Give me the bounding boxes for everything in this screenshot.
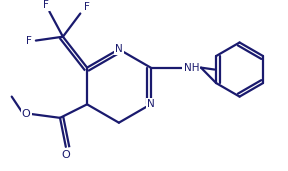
Text: F: F	[26, 36, 32, 45]
Text: N: N	[115, 44, 123, 54]
Text: NH: NH	[183, 63, 199, 73]
Text: F: F	[43, 0, 48, 10]
Text: F: F	[84, 2, 90, 12]
Text: N: N	[147, 99, 155, 109]
Text: O: O	[61, 150, 70, 160]
Text: O: O	[22, 109, 31, 119]
